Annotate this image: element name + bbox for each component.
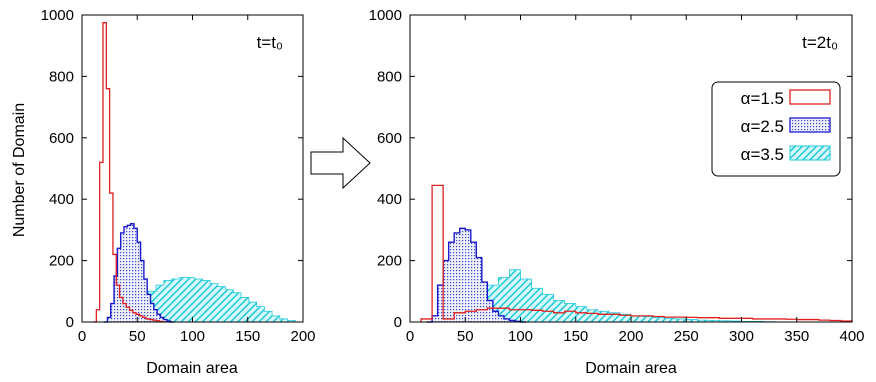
- y-tick-label: 800: [49, 68, 74, 85]
- legend: α=1.5 α=2.5 α=3.5: [711, 81, 841, 177]
- y-tick-label: 200: [377, 253, 402, 270]
- y-tick-label: 0: [66, 314, 74, 331]
- right-plot: 0 50 100 150 200 250 300 350 400 0 200 400 600 800 100…: [369, 7, 865, 377]
- left-plot: 0 50 100 150 200 0 200 400 600 800 1000 t=t₀ Domai…: [41, 7, 316, 377]
- y-tick-label: 1000: [41, 7, 74, 24]
- y-tick-label: 600: [49, 130, 74, 147]
- x-tick-label: 250: [674, 328, 699, 345]
- left-plot-annotation: t=t₀: [257, 33, 283, 52]
- y-tick-label: 200: [49, 253, 74, 270]
- y-tick-label: 400: [377, 191, 402, 208]
- x-tick-label: 0: [406, 328, 414, 345]
- y-tick-label: 0: [394, 314, 402, 331]
- x-tick-label: 100: [180, 328, 205, 345]
- x-tick-label: 300: [729, 328, 754, 345]
- right-plot-marks: [420, 184, 853, 323]
- left-plot-marks: [93, 22, 303, 323]
- y-tick-label: 400: [49, 191, 74, 208]
- legend-label-alpha-1-5: α=1.5: [741, 89, 784, 108]
- x-tick-label: 100: [508, 328, 533, 345]
- left-plot-ticks: 0 50 100 150 200 0 200 400 600 800 1000: [41, 7, 316, 345]
- x-tick-label: 350: [784, 328, 809, 345]
- x-tick-label: 200: [290, 328, 315, 345]
- x-tick-label: 150: [563, 328, 588, 345]
- y-axis-label: Number of Domain: [11, 103, 28, 237]
- series-alpha-1-5-histogram: [420, 184, 853, 322]
- left-plot-x-label: Domain area: [146, 360, 238, 377]
- x-tick-label: 400: [839, 328, 864, 345]
- legend-label-alpha-2-5: α=2.5: [741, 117, 784, 136]
- x-tick-label: 50: [457, 328, 474, 345]
- right-plot-annotation: t=2t₀: [802, 33, 838, 52]
- x-tick-label: 0: [78, 328, 86, 345]
- right-plot-x-label: Domain area: [585, 360, 677, 377]
- y-tick-label: 600: [377, 130, 402, 147]
- series-alpha-3-5-histogram: [442, 269, 786, 323]
- right-plot-ticks: 0 50 100 150 200 250 300 350 400 0 200 400 600 800 100…: [369, 7, 865, 345]
- x-tick-label: 150: [235, 328, 260, 345]
- x-tick-label: 200: [618, 328, 643, 345]
- x-tick-label: 50: [129, 328, 146, 345]
- legend-swatch-alpha-3-5: [789, 145, 831, 161]
- y-tick-label: 800: [377, 68, 402, 85]
- legend-swatch-alpha-1-5: [789, 89, 831, 105]
- legend-swatch-alpha-2-5: [789, 117, 831, 133]
- right-arrow-icon: [310, 136, 371, 190]
- legend-label-alpha-3-5: α=3.5: [741, 145, 784, 164]
- y-tick-label: 1000: [369, 7, 402, 24]
- series-alpha-1-5-histogram: [93, 22, 166, 323]
